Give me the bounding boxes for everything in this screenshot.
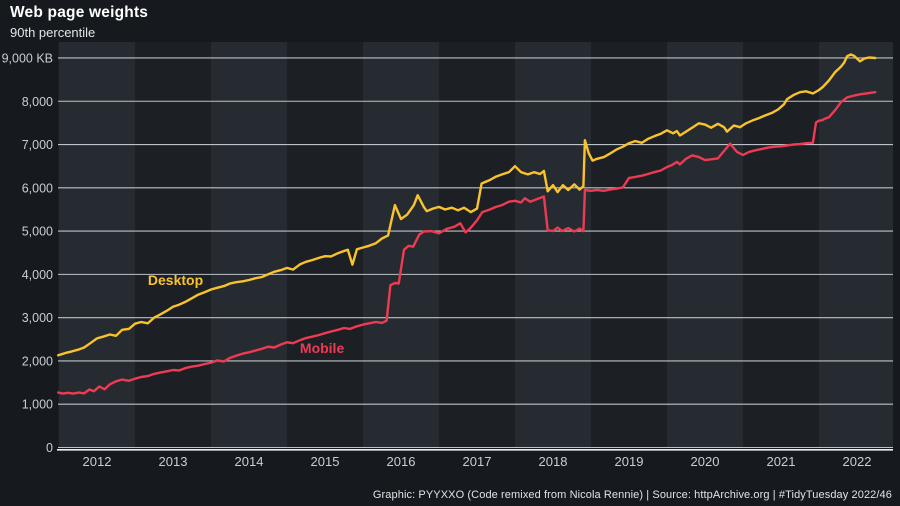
- chart-subtitle: 90th percentile: [10, 25, 96, 40]
- y-tick-label: 6,000: [22, 181, 53, 195]
- y-tick-label: 0: [46, 441, 53, 455]
- x-tick-label: 2016: [387, 454, 416, 469]
- x-tick-label: 2022: [843, 454, 872, 469]
- y-tick-label: 4,000: [22, 268, 53, 282]
- x-tick-label: 2018: [539, 454, 568, 469]
- x-tick-label: 2020: [691, 454, 720, 469]
- mobile-line-label: Mobile: [300, 340, 345, 356]
- y-tick-label: 7,000: [22, 138, 53, 152]
- x-tick-label: 2012: [83, 454, 112, 469]
- source-caption: Graphic: PYYXXO (Code remixed from Nicol…: [372, 489, 892, 501]
- chart-header: Web page weights 90th percentile: [10, 4, 148, 40]
- mobile-line: [57, 90, 877, 395]
- y-tick-label: 2,000: [22, 354, 53, 368]
- x-tick-label: 2017: [463, 454, 492, 469]
- y-tick-label: 5,000: [22, 225, 53, 239]
- year-band-2018: [515, 42, 591, 448]
- desktop-line: [57, 53, 877, 357]
- year-band-2020: [667, 42, 743, 448]
- desktop-line-label: Desktop: [148, 272, 203, 288]
- chart-title: Web page weights: [10, 4, 149, 21]
- year-band-2016: [363, 42, 439, 448]
- y-tick-label: 1,000: [22, 398, 53, 412]
- y-tick-label: 8,000: [22, 95, 53, 109]
- x-tick-label: 2021: [767, 454, 796, 469]
- plot-background: [58, 42, 893, 448]
- x-tick-label: 2015: [311, 454, 340, 469]
- x-tick-label: 2013: [159, 454, 188, 469]
- year-band-2022: [819, 42, 893, 448]
- x-tick-label: 2014: [235, 454, 264, 469]
- x-tick-label: 2019: [615, 454, 644, 469]
- year-band-2014: [211, 42, 287, 448]
- y-tick-label: 9,000 KB: [2, 51, 53, 65]
- y-tick-label: 3,000: [22, 311, 53, 325]
